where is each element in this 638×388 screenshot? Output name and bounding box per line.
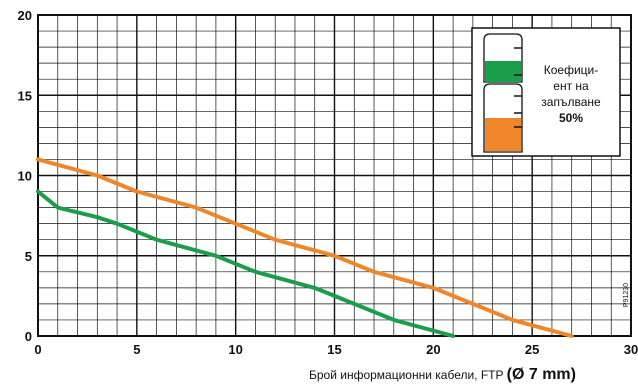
y-tick-label: 15	[18, 88, 32, 103]
legend	[471, 27, 621, 157]
legend-percent: 50%	[558, 111, 584, 125]
y-tick-label: 5	[25, 249, 32, 264]
series-line-2	[36, 189, 456, 338]
x-tick-label: 10	[228, 342, 242, 357]
x-axis-label: Брой информационни кабели, FTP (Ø 7 mm)	[309, 366, 576, 384]
y-tick-label: 10	[18, 169, 32, 184]
legend-line-2: ент на	[553, 79, 589, 93]
legend-text: Коефици- ент на запълване 50%	[526, 62, 616, 126]
x-tick-label: 0	[34, 342, 41, 357]
y-tick-label: 20	[18, 8, 32, 23]
series-line-1	[36, 157, 574, 338]
figure-code: P91230	[623, 283, 630, 307]
container-fill-bottom	[485, 118, 521, 151]
x-tick-label: 25	[525, 342, 539, 357]
x-tick-label: 15	[327, 342, 341, 357]
y-tick-label: 0	[25, 329, 32, 344]
x-tick-label: 5	[133, 342, 140, 357]
x-tick-label: 30	[624, 342, 638, 357]
x-axis-unit: (Ø 7 mm)	[506, 366, 576, 383]
legend-line-1: Коефици-	[543, 63, 599, 77]
plot-frame	[37, 14, 632, 337]
legend-line-3: запълване	[541, 95, 601, 109]
x-axis-title: Брой информационни кабели, FTP	[309, 368, 504, 382]
container-fill-top	[485, 61, 521, 82]
tick-labels: 0 5 10 15 20 25 30 0 5 10 15 20	[18, 8, 638, 357]
series-lines	[36, 157, 574, 338]
x-tick-label: 20	[426, 342, 440, 357]
